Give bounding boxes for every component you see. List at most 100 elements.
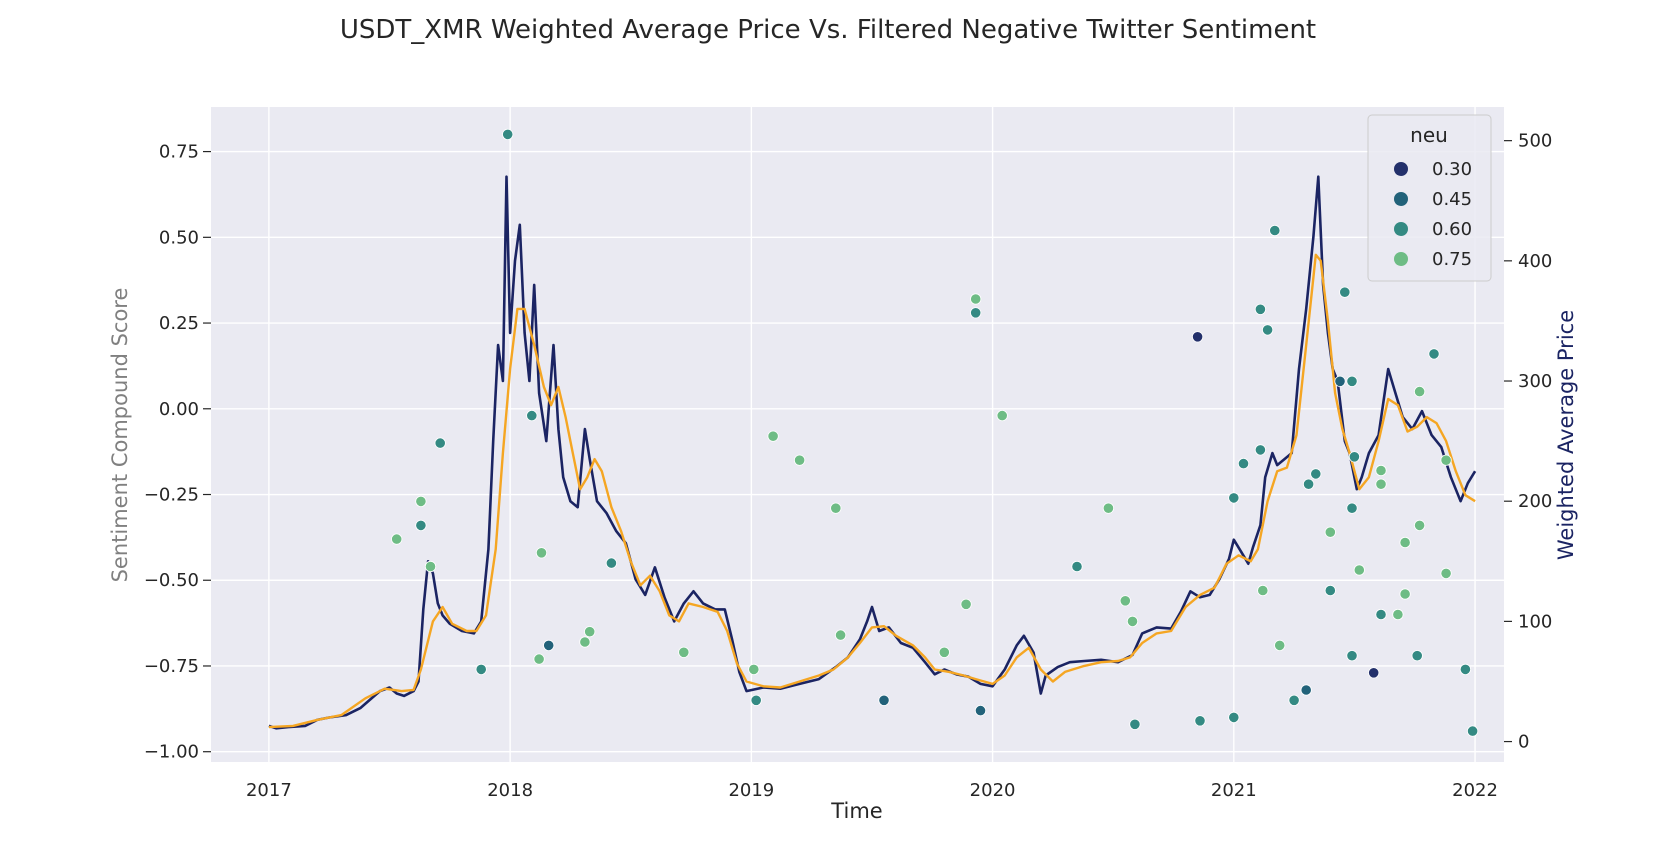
scatter-point	[1262, 324, 1274, 336]
scatter-point	[1228, 492, 1240, 504]
plot-background	[211, 107, 1504, 762]
scatter-point	[1414, 519, 1426, 532]
legend: neu 0.30 0.45 0.60 0.75	[1367, 114, 1492, 282]
scatter-point	[535, 547, 548, 559]
chart-title: USDT_XMR Weighted Average Price Vs. Filt…	[340, 15, 1316, 45]
y-tick-label: 0.25	[159, 313, 199, 334]
scatter-point	[1228, 711, 1240, 724]
scatter-point	[1300, 684, 1312, 696]
scatter-point	[579, 636, 591, 648]
scatter-point	[424, 560, 437, 573]
y2-tick-label: 400	[1518, 251, 1552, 272]
scatter-point	[1346, 375, 1358, 387]
y-tick-label: 0.00	[159, 399, 199, 420]
scatter-point	[748, 663, 760, 676]
x-tick-label: 2020	[970, 780, 1016, 801]
moving-average-line	[268, 253, 1476, 729]
y-tick-label: −0.75	[144, 656, 199, 677]
scatter-point	[415, 495, 427, 507]
scatter-point	[1310, 468, 1322, 480]
y-tick-label: 0.75	[159, 142, 199, 163]
x-tick-label: 2018	[487, 780, 533, 801]
scatter-point	[1303, 478, 1315, 490]
scatter-point	[1324, 584, 1336, 597]
legend-label: 0.45	[1432, 189, 1472, 210]
scatter-point	[1194, 715, 1206, 727]
scatter-point	[1102, 502, 1115, 514]
x-tick-label: 2022	[1452, 780, 1498, 801]
scatter-point	[938, 646, 950, 658]
x-tick-label: 2017	[246, 780, 292, 801]
legend-label: 0.60	[1432, 219, 1472, 240]
scatter-point	[1368, 667, 1380, 679]
scatter-point	[1459, 663, 1472, 676]
y2-tick-label: 500	[1518, 131, 1552, 152]
scatter-point	[996, 409, 1008, 422]
scatter-point	[1428, 348, 1440, 360]
legend-box	[1367, 114, 1492, 282]
scatter-point	[1346, 502, 1358, 514]
legend-label: 0.30	[1432, 159, 1472, 180]
y-tick-label: 0.50	[159, 227, 199, 248]
scatter-point	[1440, 567, 1452, 580]
scatter-point	[1071, 560, 1083, 573]
scatter-point	[543, 639, 555, 652]
scatter-point	[1467, 725, 1479, 737]
scatter-point	[1129, 718, 1141, 730]
scatter-point	[605, 557, 618, 569]
scatter-point	[1411, 650, 1423, 662]
scatter-point	[1414, 385, 1426, 398]
scatter-point	[1126, 615, 1139, 628]
scatter-point	[970, 307, 982, 319]
legend-marker	[1394, 192, 1408, 206]
scatter-point	[960, 598, 972, 610]
x-tick-label: 2019	[728, 780, 774, 801]
scatter-point	[584, 626, 596, 638]
x-axis-title: Time	[830, 799, 882, 823]
axes: 2017 2018 2019 2020 2021 2022 0.75 0.50 0.25 0.00…	[144, 131, 1553, 801]
scatter-point	[678, 646, 690, 658]
legend-label: 0.75	[1432, 249, 1472, 270]
y2-tick-label: 300	[1518, 371, 1552, 392]
y-tick-label: −0.50	[144, 570, 199, 591]
scatter-point	[526, 409, 538, 422]
scatter-point	[793, 454, 806, 466]
scatter-point	[1440, 454, 1452, 466]
y2-tick-label: 100	[1518, 611, 1552, 632]
scatter-point	[1399, 588, 1411, 600]
scatter-point	[1269, 224, 1281, 237]
y2-tick-label: 0	[1518, 732, 1529, 753]
legend-marker	[1394, 222, 1408, 236]
scatter-point	[1237, 457, 1250, 470]
scatter-point	[1334, 375, 1346, 387]
y-axis-title: Sentiment Compound Score	[108, 288, 132, 583]
scatter-point	[834, 629, 847, 641]
y-tick-label: −0.25	[144, 485, 199, 506]
scatter-point	[1288, 694, 1300, 706]
scatter-point	[1274, 639, 1286, 652]
scatter-point	[1192, 331, 1204, 343]
scatter-point	[415, 519, 427, 532]
scatter-point	[475, 663, 487, 676]
scatter-point	[1375, 608, 1387, 621]
scatter-point	[502, 128, 514, 140]
scatter-point	[970, 293, 982, 305]
moving-average-series	[268, 253, 1476, 729]
scatter-point	[1346, 650, 1358, 662]
scatter-point	[533, 653, 545, 665]
y2-axis-title: Weighted Average Price	[1554, 310, 1578, 560]
y-tick-label: −1.00	[144, 742, 199, 763]
scatter-point	[1348, 451, 1361, 463]
scatter-point	[1119, 595, 1131, 607]
legend-marker	[1394, 162, 1408, 176]
x-tick-label: 2021	[1211, 780, 1257, 801]
scatter-point	[1254, 444, 1267, 456]
scatter-point	[1353, 564, 1365, 576]
scatter-point	[1339, 286, 1351, 298]
y2-tick-label: 200	[1518, 491, 1552, 512]
scatter-point	[1375, 478, 1387, 490]
sentiment-scatter	[391, 128, 1479, 737]
scatter-point	[1254, 303, 1267, 315]
scatter-point	[830, 502, 842, 514]
